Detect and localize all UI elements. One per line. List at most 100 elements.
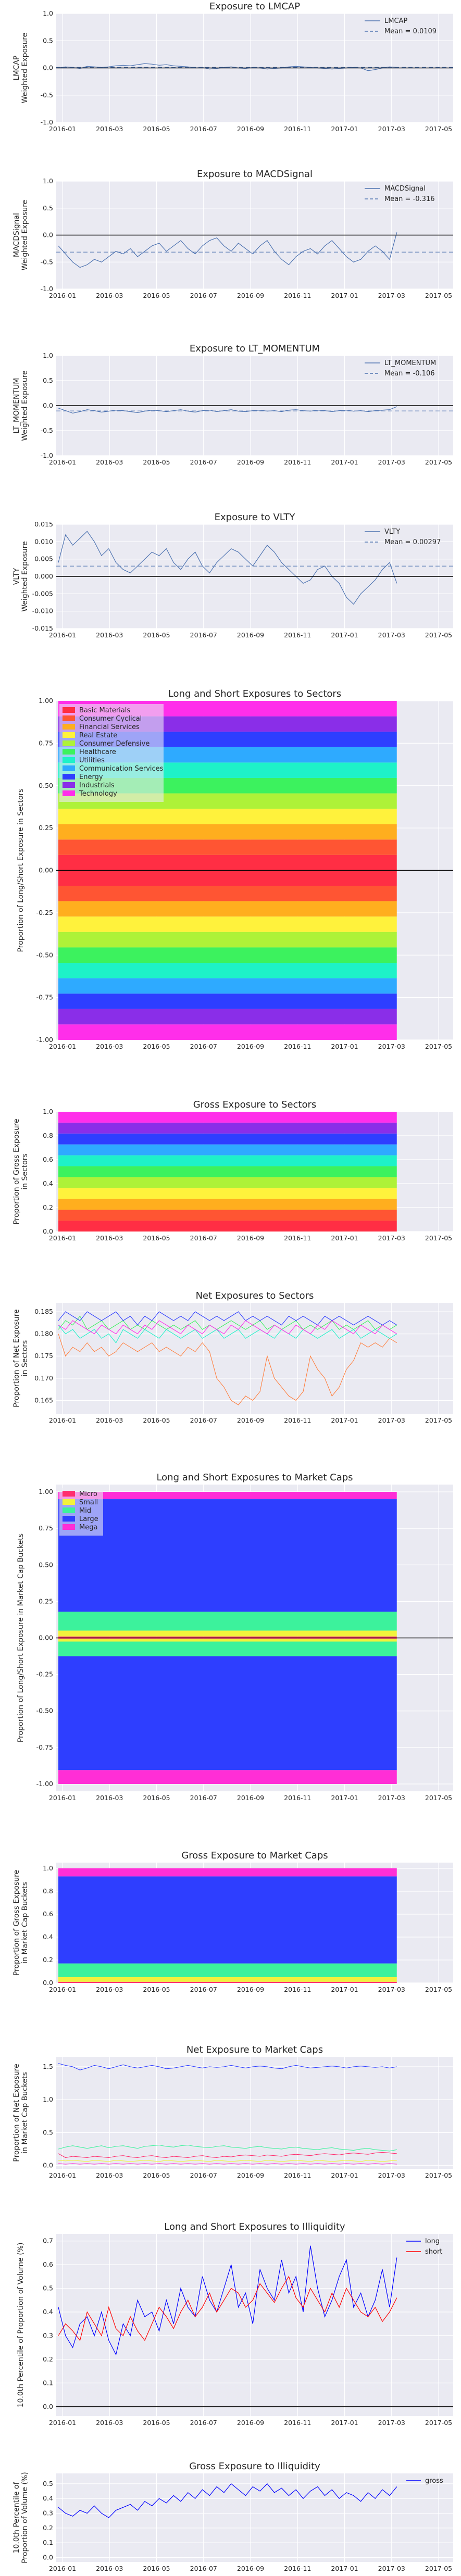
y-tick-label: -0.25 xyxy=(36,1670,53,1678)
y-tick-label: 0.5 xyxy=(43,2480,53,2487)
y-tick-label: 0.165 xyxy=(34,1396,53,1404)
y-tick-label: 0.0 xyxy=(43,2554,53,2561)
legend-swatch xyxy=(63,707,75,713)
y-tick-label: 0.4 xyxy=(43,2494,53,2502)
y-tick-label: -0.010 xyxy=(32,607,53,615)
panel-11: Gross Exposure to Illiquidity 0.0 0.1 0.2 0.… xyxy=(13,2461,453,2572)
x-tick-label: 2016-03 xyxy=(96,292,123,299)
x-tick-label: 2016-09 xyxy=(237,1042,264,1050)
series-line-long xyxy=(58,2245,397,2356)
area-band xyxy=(58,1221,397,1232)
x-tick-label: 2016-09 xyxy=(237,1794,264,1802)
legend-swatch xyxy=(63,1507,75,1513)
panel-3: Exposure to VLTY -0.015 -0.010 -0.005 0.000 0… xyxy=(13,512,453,639)
y-axis-label: Proportion of Net Exposurein Sectors xyxy=(13,1309,29,1407)
y-tick-label: -0.50 xyxy=(36,951,53,959)
panel-2: Exposure to LT_MOMENTUM -1.0 -0.5 0.0 0.5 1.0… xyxy=(13,343,453,466)
area-band-short xyxy=(58,870,397,886)
y-tick-label: 0.005 xyxy=(34,555,53,563)
y-tick-label: 0.8 xyxy=(43,1132,53,1139)
legend-entry: gross xyxy=(425,2477,443,2485)
y-tick-label: 0.75 xyxy=(39,739,53,747)
x-tick-label: 2017-03 xyxy=(378,125,405,133)
area-band xyxy=(58,1166,397,1177)
x-tick-label: 2016-07 xyxy=(190,1042,217,1050)
y-tick-label: 0.8 xyxy=(43,1887,53,1895)
chart-title: Exposure to LT_MOMENTUM xyxy=(190,343,320,354)
area-band-short xyxy=(58,916,397,932)
series-line-0 xyxy=(58,1315,397,1330)
x-tick-label: 2016-05 xyxy=(143,1794,170,1802)
y-tick-label: 1.00 xyxy=(39,697,53,705)
series-line-2 xyxy=(58,2152,397,2158)
y-axis-label: Proportion of Gross Exposurein Sectors xyxy=(13,1119,29,1224)
y-tick-label: -0.75 xyxy=(36,1743,53,1751)
y-tick-label: -1.0 xyxy=(41,118,53,126)
x-tick-label: 2017-05 xyxy=(425,631,452,639)
y-tick-label: 0.0 xyxy=(43,1227,53,1235)
y-tick-label: 1.5 xyxy=(43,2063,53,2070)
x-tick-label: 2016-07 xyxy=(190,292,217,299)
area-band-short xyxy=(58,1638,397,1639)
plot-background xyxy=(56,2057,453,2169)
y-tick-label: -0.5 xyxy=(41,91,53,99)
y-tick-label: -0.005 xyxy=(32,589,53,597)
x-tick-label: 2016-05 xyxy=(143,2565,170,2572)
x-tick-label: 2017-05 xyxy=(425,2565,452,2572)
x-tick-label: 2017-01 xyxy=(331,292,358,299)
y-tick-label: 0.170 xyxy=(34,1374,53,1382)
series-line-1 xyxy=(58,1334,397,1405)
series-line-2 xyxy=(58,1325,397,1343)
x-tick-label: 2016-11 xyxy=(284,292,311,299)
y-axis-label: Proportion of Long/Short Exposure in Sec… xyxy=(17,788,25,952)
legend-swatch xyxy=(63,1516,75,1522)
x-tick-label: 2017-05 xyxy=(425,125,452,133)
legend-entry: MACDSignal xyxy=(384,185,426,193)
x-tick-label: 2016-03 xyxy=(96,1416,123,1424)
x-tick-label: 2016-11 xyxy=(284,1794,311,1802)
x-tick-label: 2016-07 xyxy=(190,125,217,133)
x-tick-label: 2016-01 xyxy=(49,2419,76,2427)
x-tick-label: 2016-03 xyxy=(96,1794,123,1802)
legend-swatch xyxy=(63,757,75,763)
y-axis-label: MACDSignalWeighted Exposure xyxy=(13,200,29,271)
x-tick-label: 2016-05 xyxy=(143,1234,170,1242)
legend-entry: Technology xyxy=(79,790,117,798)
x-tick-label: 2017-03 xyxy=(378,2419,405,2427)
series-line-3 xyxy=(58,2160,397,2162)
x-tick-label: 2016-11 xyxy=(284,1234,311,1242)
x-tick-label: 2017-05 xyxy=(425,1986,452,1993)
x-tick-label: 2017-05 xyxy=(425,292,452,299)
x-tick-label: 2017-03 xyxy=(378,2565,405,2572)
panel-0: Exposure to LMCAP -1.0 -0.5 0.0 0.5 1.0 2016-0… xyxy=(13,1,453,133)
area-band-short xyxy=(58,963,397,978)
x-tick-label: 2016-05 xyxy=(143,631,170,639)
y-tick-label: 0.1 xyxy=(43,2539,53,2546)
legend-entry: short xyxy=(425,2248,442,2256)
x-tick-label: 2016-03 xyxy=(96,2565,123,2572)
legend-entry: Large xyxy=(79,1515,98,1523)
plot-background xyxy=(56,2473,453,2562)
area-band xyxy=(58,1155,397,1166)
y-axis-label: Proportion of Long/Short Exposure in Mar… xyxy=(17,1534,25,1742)
area-band-long xyxy=(58,839,397,855)
legend-entry: Real Estate xyxy=(79,732,117,739)
area-band xyxy=(58,1177,397,1188)
y-tick-label: 1.0 xyxy=(43,1108,53,1115)
legend-swatch xyxy=(63,1491,75,1497)
y-tick-label: 0.00 xyxy=(39,1634,53,1642)
legend-entry: Small xyxy=(79,1499,98,1506)
y-tick-label: -1.00 xyxy=(36,1780,53,1788)
x-tick-label: 2017-05 xyxy=(425,2171,452,2179)
area-band-long xyxy=(58,824,397,840)
x-tick-label: 2016-09 xyxy=(237,1986,264,1993)
legend-entry: Mean = 0.00297 xyxy=(384,538,441,546)
y-tick-label: 0.2 xyxy=(43,1956,53,1964)
legend-entry: long xyxy=(425,2238,440,2245)
x-tick-label: 2016-03 xyxy=(96,125,123,133)
x-tick-label: 2017-03 xyxy=(378,1234,405,1242)
y-tick-label: 0.2 xyxy=(43,2524,53,2532)
chart-title: Exposure to LMCAP xyxy=(209,1,300,12)
area-band-short xyxy=(58,1009,397,1025)
